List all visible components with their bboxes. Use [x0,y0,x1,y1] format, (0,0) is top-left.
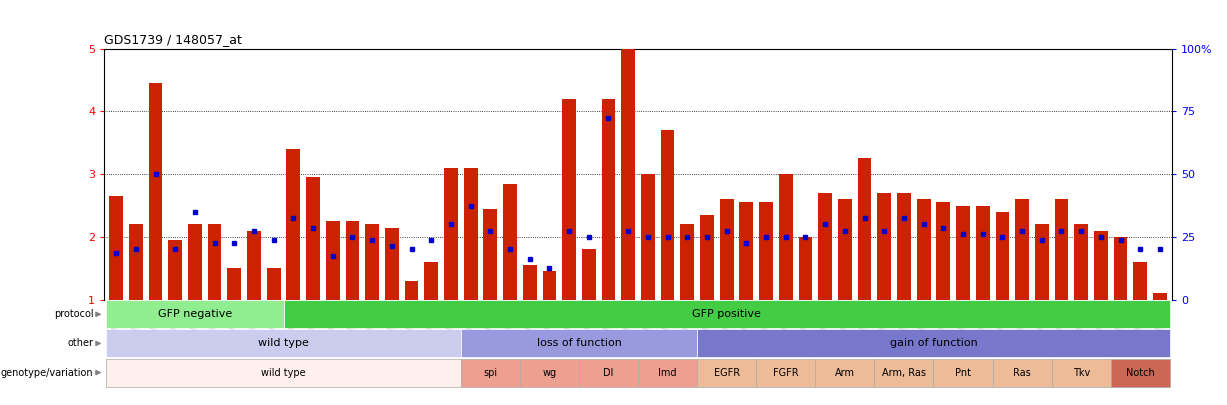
Bar [283,300,1169,328]
Bar [107,300,283,328]
Bar [109,196,123,300]
Bar [405,281,418,300]
Bar [760,202,773,300]
Bar [858,158,871,300]
Bar [681,224,694,300]
Text: wild type: wild type [261,368,306,377]
Bar [461,358,520,387]
Bar [483,209,497,300]
Bar [188,224,201,300]
Bar [107,358,461,387]
Text: GDS1739 / 148057_at: GDS1739 / 148057_at [104,33,242,46]
Bar [1153,293,1167,300]
Bar [461,329,697,358]
Bar [697,358,756,387]
Text: gain of function: gain of function [890,339,978,348]
Bar [266,269,281,300]
Bar [1094,231,1108,300]
Bar [1015,199,1029,300]
Text: Imd: Imd [659,368,677,377]
Text: Arm: Arm [834,368,855,377]
Text: Arm, Ras: Arm, Ras [882,368,926,377]
Bar [995,212,1010,300]
Bar [917,199,930,300]
Bar [818,193,832,300]
Bar [697,329,1169,358]
Bar [1052,358,1110,387]
Bar [579,358,638,387]
Text: Tkv: Tkv [1072,368,1090,377]
Text: GFP positive: GFP positive [692,309,761,319]
Bar [385,228,399,300]
Bar [247,231,261,300]
Bar [307,177,320,300]
Bar [1075,224,1088,300]
Bar [520,358,579,387]
Bar [129,224,142,300]
Bar [366,224,379,300]
Bar [640,174,655,300]
Bar [799,237,812,300]
Text: FGFR: FGFR [773,368,799,377]
Bar [838,199,852,300]
Bar [107,329,461,358]
Bar [779,174,793,300]
Bar [1114,237,1128,300]
Bar [1034,224,1049,300]
Text: wild type: wild type [258,339,309,348]
Bar [877,193,891,300]
Bar [701,215,714,300]
Bar [756,358,815,387]
Text: Pnt: Pnt [955,368,971,377]
Bar [936,202,950,300]
Bar [621,49,636,300]
Bar [1134,262,1147,300]
Bar [638,358,697,387]
Bar [562,99,575,300]
Bar [542,271,556,300]
Bar [503,183,517,300]
Bar [993,358,1052,387]
Text: loss of function: loss of function [536,339,621,348]
Text: Dl: Dl [604,368,614,377]
Text: Ras: Ras [1014,368,1031,377]
Text: spi: spi [483,368,497,377]
Text: wg: wg [542,368,557,377]
Bar [346,221,360,300]
Bar [207,224,222,300]
Bar [660,130,675,300]
Bar [326,221,340,300]
Bar [425,262,438,300]
Bar [934,358,993,387]
Bar [148,83,162,300]
Bar [227,269,242,300]
Bar [464,168,477,300]
Text: GFP negative: GFP negative [158,309,232,319]
Bar [740,202,753,300]
Text: protocol: protocol [54,309,93,319]
Text: other: other [67,339,93,348]
Bar [444,168,458,300]
Bar [897,193,910,300]
Text: Notch: Notch [1126,368,1155,377]
Bar [975,206,990,300]
Bar [1054,199,1069,300]
Bar [523,265,536,300]
Text: EGFR: EGFR [714,368,740,377]
Bar [582,249,595,300]
Bar [286,149,301,300]
Bar [168,240,182,300]
Text: genotype/variation: genotype/variation [1,368,93,377]
Bar [875,358,934,387]
Bar [720,199,734,300]
Bar [601,99,616,300]
Bar [815,358,875,387]
Bar [956,206,969,300]
Bar [1110,358,1169,387]
